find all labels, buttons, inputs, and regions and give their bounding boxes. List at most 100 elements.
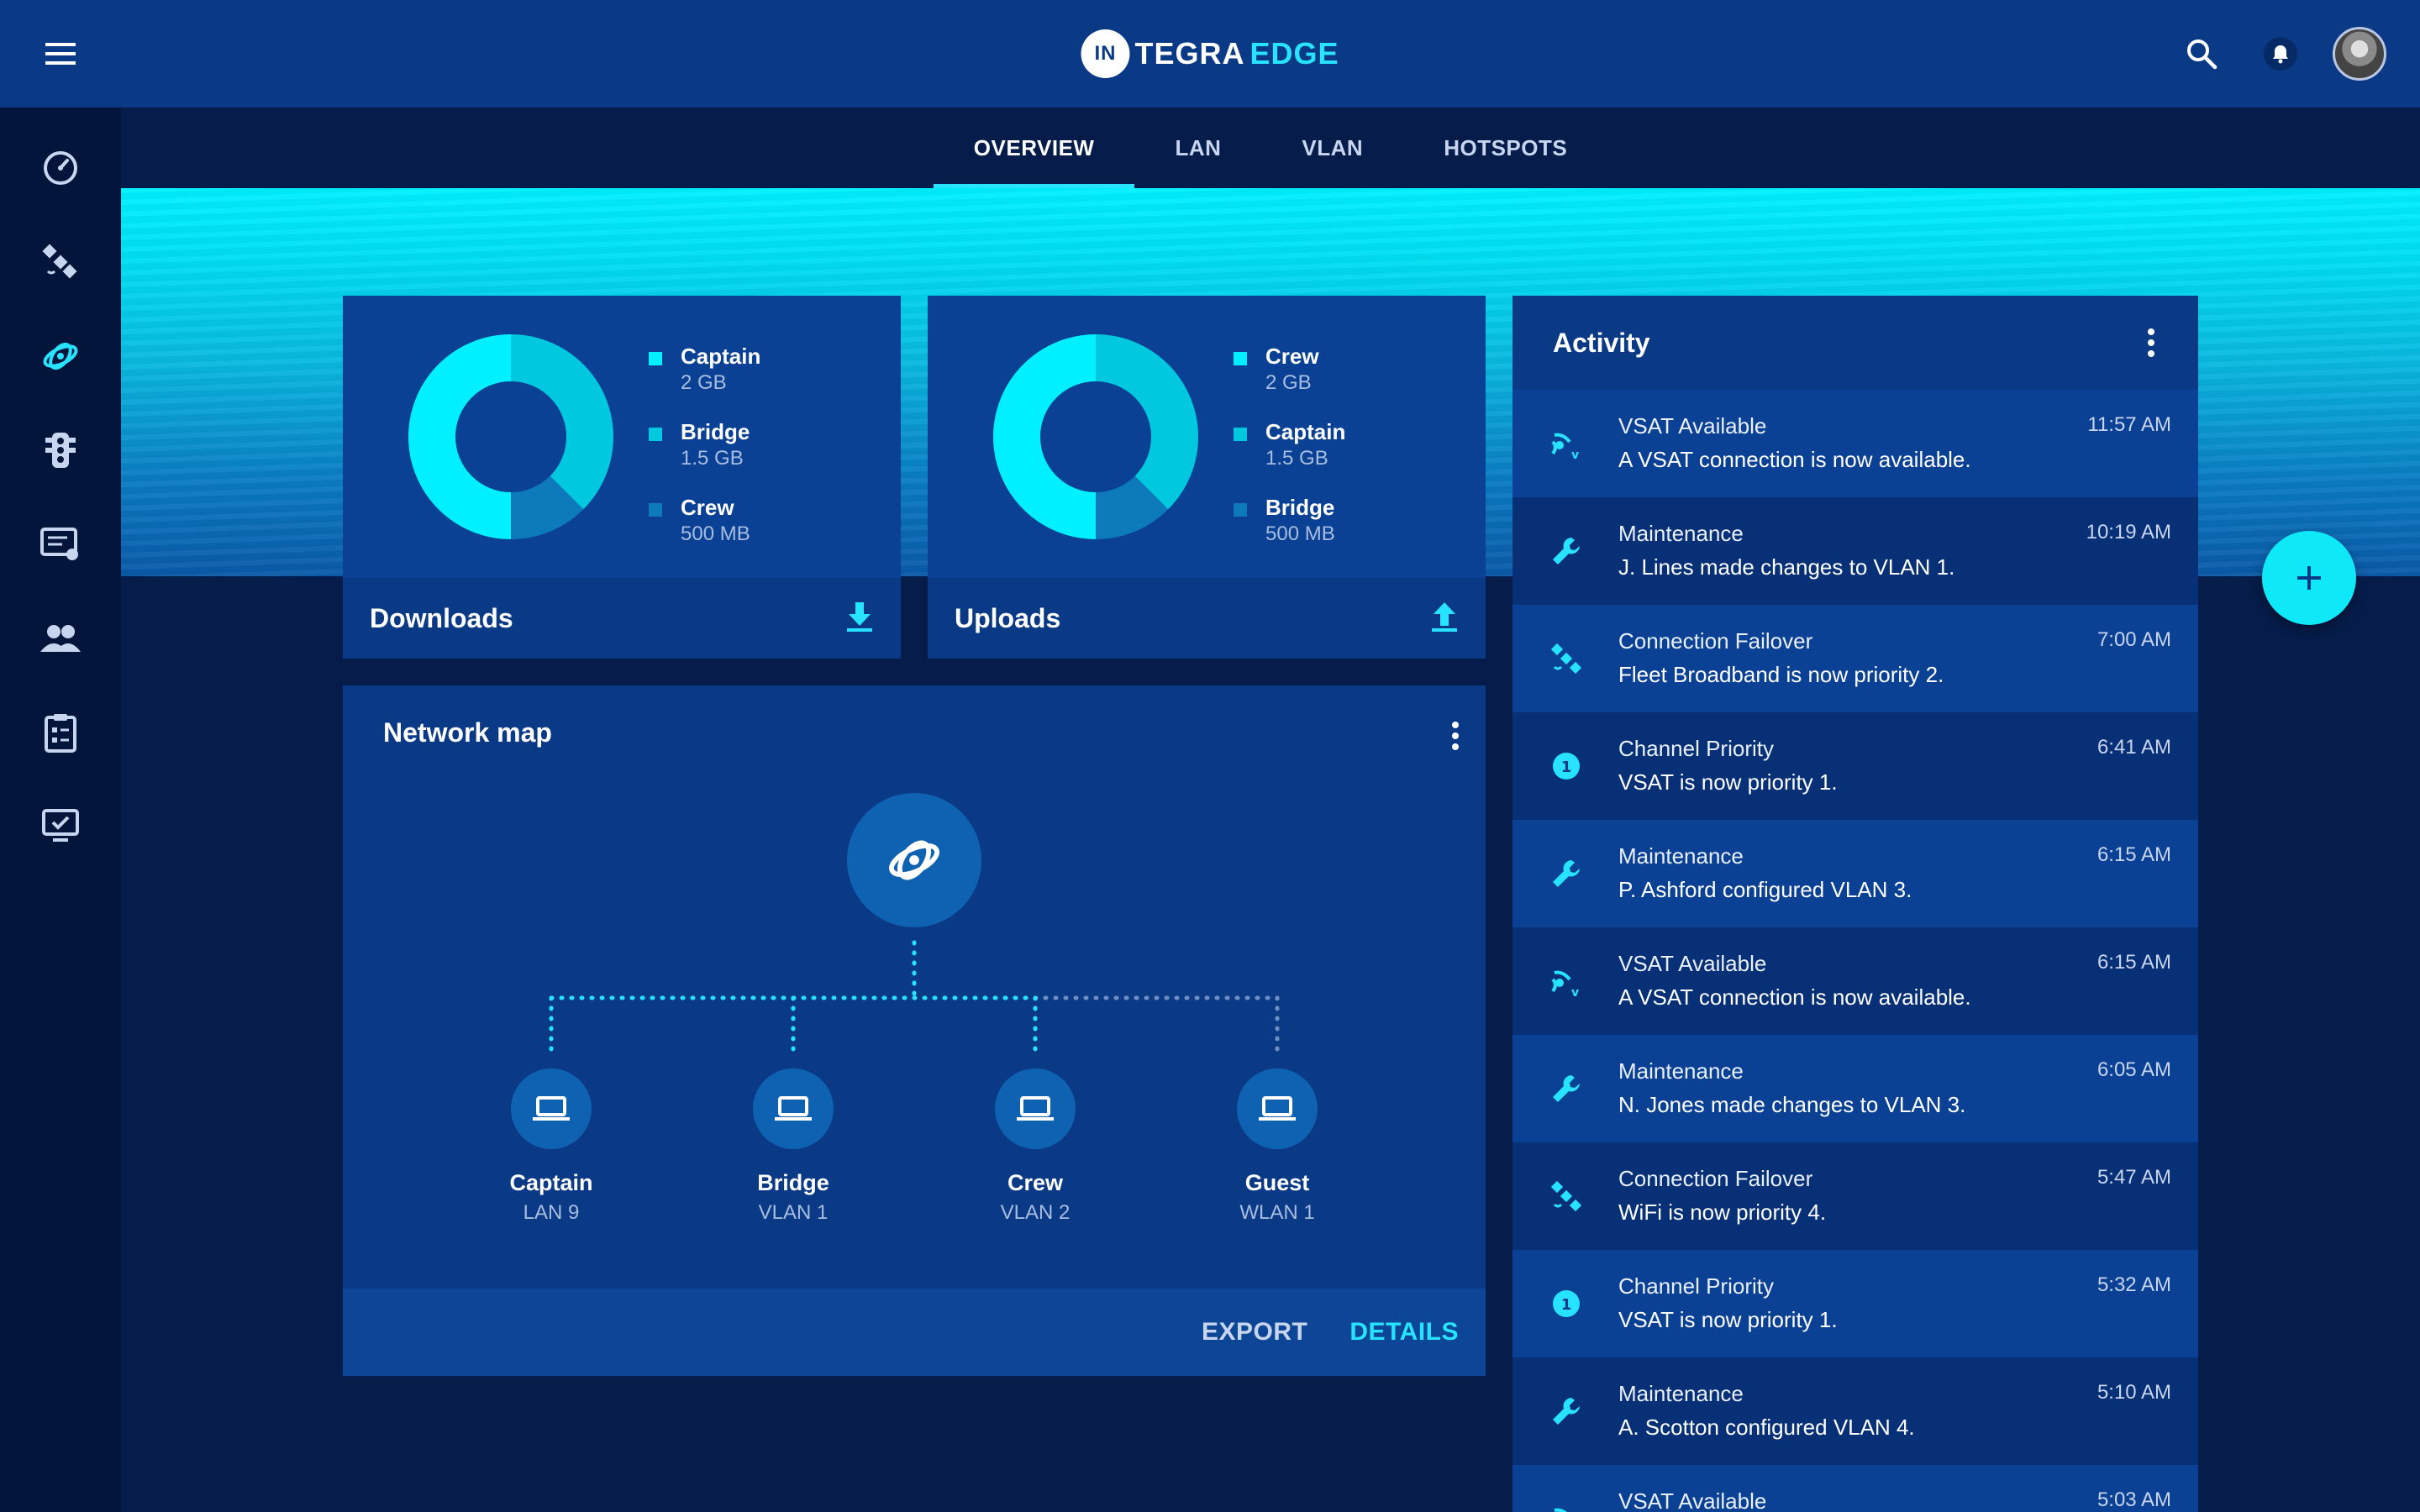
export-button[interactable]: EXPORT xyxy=(1202,1318,1308,1346)
activity-item[interactable]: v VSAT Available 5:03 AM xyxy=(1512,1465,2198,1512)
traffic-light-icon xyxy=(45,433,76,468)
speedometer-icon xyxy=(44,151,77,185)
activity-item-title: Maintenance xyxy=(1618,521,1744,546)
sidebar-item-monitoring[interactable] xyxy=(30,514,91,575)
legend-name: Captain xyxy=(1265,419,1346,444)
activity-item[interactable]: Maintenance J. Lines made changes to VLAN… xyxy=(1512,497,2198,605)
activity-item[interactable]: v VSAT Available A VSAT connection is now … xyxy=(1512,927,2198,1035)
sidebar-item-traffic[interactable] xyxy=(30,420,91,480)
priority-icon: 1 xyxy=(1549,1287,1583,1320)
clipboard-icon xyxy=(45,714,76,753)
sidebar-item-satellite[interactable] xyxy=(30,232,91,292)
satellite-icon xyxy=(1549,642,1583,675)
notifications-button[interactable] xyxy=(2254,27,2307,81)
tab-lan[interactable]: LAN xyxy=(1175,134,1222,160)
sidebar-item-dashboard[interactable] xyxy=(30,138,91,198)
activity-item-title: Maintenance xyxy=(1618,843,1744,869)
node-button[interactable] xyxy=(511,1068,592,1149)
node-button[interactable] xyxy=(995,1068,1076,1149)
laptop-icon xyxy=(1017,1096,1054,1121)
sidebar-item-devices[interactable] xyxy=(30,796,91,857)
activity-item-description: VSAT is now priority 1. xyxy=(1618,769,1838,795)
sidebar-item-network[interactable] xyxy=(30,326,91,386)
tab-overview[interactable]: OVERVIEW xyxy=(933,108,1135,188)
sidebar-item-users[interactable] xyxy=(30,608,91,669)
activity-list: v VSAT Available A VSAT connection is now … xyxy=(1512,390,2198,1512)
node-button[interactable] xyxy=(753,1068,834,1149)
svg-text:1: 1 xyxy=(1561,1296,1572,1314)
activity-item[interactable]: 1 Channel Priority VSAT is now priority 1.… xyxy=(1512,1250,2198,1357)
activity-item-description: J. Lines made changes to VLAN 1. xyxy=(1618,554,1955,580)
vsat-icon: v xyxy=(1549,964,1583,998)
tab-bar: OVERVIEW LAN VLAN HOTSPOTS xyxy=(121,108,2420,188)
wrench-icon xyxy=(1549,1072,1583,1105)
legend-item: Bridge 500 MB xyxy=(1234,494,1345,548)
tab-vlan[interactable]: VLAN xyxy=(1302,134,1364,160)
more-options-icon[interactable] xyxy=(2134,323,2168,363)
upload-icon[interactable] xyxy=(1430,601,1459,637)
more-options-icon[interactable] xyxy=(1439,716,1472,756)
details-button[interactable]: DETAILS xyxy=(1349,1318,1459,1346)
vsat-icon: v xyxy=(1549,1502,1583,1512)
wrench-icon xyxy=(1549,534,1583,568)
downloads-legend: Captain 2 GB Bridge 1.5 GB Crew 500 MB xyxy=(649,343,760,570)
network-orbit-icon xyxy=(889,840,939,880)
activity-item-title: VSAT Available xyxy=(1618,1488,1767,1512)
activity-item-title: Channel Priority xyxy=(1618,736,1774,761)
network-node-captain: Captain LAN 9 xyxy=(467,1068,635,1228)
activity-item-title: Maintenance xyxy=(1618,1381,1744,1406)
node-name: Guest xyxy=(1244,1170,1310,1195)
laptop-icon xyxy=(533,1096,570,1121)
bell-icon xyxy=(2264,37,2297,71)
add-button[interactable] xyxy=(2262,531,2356,625)
activity-item[interactable]: Maintenance P. Ashford configured VLAN 3.… xyxy=(1512,820,2198,927)
activity-item[interactable]: Connection Failover WiFi is now priority … xyxy=(1512,1142,2198,1250)
activity-item-time: 11:57 AM xyxy=(2087,413,2171,436)
svg-text:1: 1 xyxy=(1561,759,1572,776)
legend-swatch xyxy=(1234,428,1247,441)
download-icon[interactable] xyxy=(845,601,874,637)
node-name: Bridge xyxy=(757,1170,829,1195)
legend-item: Captain 1.5 GB xyxy=(1234,418,1345,472)
legend-item: Crew 2 GB xyxy=(1234,343,1345,396)
legend-swatch xyxy=(649,503,662,517)
node-network: WLAN 1 xyxy=(1239,1201,1315,1224)
network-map-card: Network map Captain LAN 9 Bridge VLAN 1 xyxy=(343,685,1486,1376)
plus-icon xyxy=(2297,566,2321,590)
network-node-guest: Guest WLAN 1 xyxy=(1193,1068,1361,1228)
legend-name: Crew xyxy=(681,495,734,520)
app-logo[interactable]: IN TEGRA EDGE xyxy=(1081,29,1339,78)
activity-item[interactable]: 1 Channel Priority VSAT is now priority 1.… xyxy=(1512,712,2198,820)
avatar[interactable] xyxy=(2333,27,2386,81)
network-hub[interactable] xyxy=(847,793,981,927)
activity-item[interactable]: Maintenance N. Jones made changes to VLAN… xyxy=(1512,1035,2198,1142)
search-icon[interactable] xyxy=(2175,27,2228,81)
satellite-icon xyxy=(42,244,77,279)
menu-icon[interactable] xyxy=(34,27,87,81)
activity-item-title: Channel Priority xyxy=(1618,1273,1774,1299)
tab-hotspots[interactable]: HOTSPOTS xyxy=(1444,134,1568,160)
uploads-chart-area: Crew 2 GB Captain 1.5 GB Bridge 500 MB xyxy=(928,296,1486,578)
activity-item-time: 5:47 AM xyxy=(2096,1166,2171,1189)
network-orbit-icon xyxy=(43,342,78,370)
sidebar-item-reports[interactable] xyxy=(30,702,91,763)
legend-value: 500 MB xyxy=(681,522,750,545)
node-button[interactable] xyxy=(1237,1068,1318,1149)
donut-slice-captain xyxy=(993,334,1198,539)
uploads-footer: Uploads xyxy=(928,578,1486,659)
activity-item[interactable]: Connection Failover Fleet Broadband is no… xyxy=(1512,605,2198,712)
svg-text:v: v xyxy=(1571,449,1579,460)
svg-text:v: v xyxy=(1571,986,1579,998)
laptop-icon xyxy=(775,1096,812,1121)
priority-icon: 1 xyxy=(1549,749,1583,783)
node-network: LAN 9 xyxy=(523,1201,580,1224)
downloads-title: Downloads xyxy=(370,602,513,633)
uploads-donut xyxy=(993,334,1198,539)
top-app-bar: IN TEGRA EDGE xyxy=(0,0,2420,108)
wrench-icon xyxy=(1549,857,1583,890)
downloads-donut xyxy=(408,334,613,539)
activity-item-title: VSAT Available xyxy=(1618,413,1767,438)
activity-item[interactable]: Maintenance A. Scotton configured VLAN 4.… xyxy=(1512,1357,2198,1465)
activity-item[interactable]: v VSAT Available A VSAT connection is now … xyxy=(1512,390,2198,497)
activity-header: Activity xyxy=(1512,296,2198,390)
